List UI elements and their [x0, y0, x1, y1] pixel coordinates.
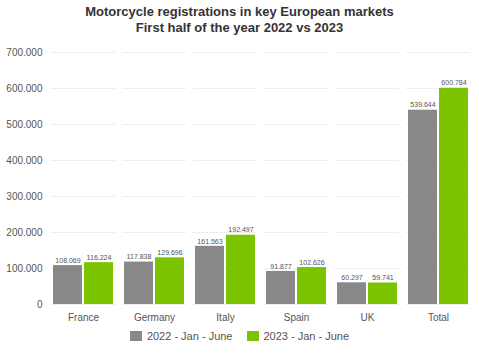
svg-text:129.696: 129.696: [157, 249, 182, 256]
svg-text:Italy: Italy: [216, 312, 234, 323]
svg-text:59.741: 59.741: [372, 274, 394, 281]
html-text:Motorcycle registrations in ke: Motorcycle registrations in key European…: [85, 4, 394, 19]
svg-text:400.000: 400.000: [6, 155, 43, 166]
svg-text:60.297: 60.297: [341, 274, 363, 281]
html-text:2023 - Jan - June: 2023 - Jan - June: [263, 330, 350, 342]
svg-text:500.000: 500.000: [6, 119, 43, 130]
html-text:2022 - Jan - June: 2022 - Jan - June: [146, 330, 233, 342]
svg-text:Spain: Spain: [284, 312, 310, 323]
svg-text:Total: Total: [428, 312, 449, 323]
svg-text:100.000: 100.000: [6, 263, 43, 274]
svg-text:UK: UK: [361, 312, 375, 323]
svg-text:Germany: Germany: [134, 312, 175, 323]
svg-text:102.626: 102.626: [299, 259, 324, 266]
svg-text:192.497: 192.497: [228, 226, 253, 233]
svg-text:116.224: 116.224: [87, 254, 112, 261]
svg-text:France: France: [68, 312, 100, 323]
svg-text:600.784: 600.784: [441, 79, 466, 86]
html-text:First half of the year 2022 vs: First half of the year 2022 vs 2023: [135, 20, 344, 35]
svg-text:91.877: 91.877: [270, 263, 292, 270]
svg-text:161.563: 161.563: [197, 238, 222, 245]
svg-text:600.000: 600.000: [6, 83, 43, 94]
svg-text:539.644: 539.644: [410, 101, 435, 108]
svg-text:117.838: 117.838: [127, 253, 152, 260]
svg-text:200.000: 200.000: [6, 227, 43, 238]
svg-text:300.000: 300.000: [6, 191, 43, 202]
svg-text:700.000: 700.000: [6, 47, 43, 58]
svg-text:0: 0: [37, 299, 43, 310]
svg-text:108.069: 108.069: [55, 257, 80, 264]
